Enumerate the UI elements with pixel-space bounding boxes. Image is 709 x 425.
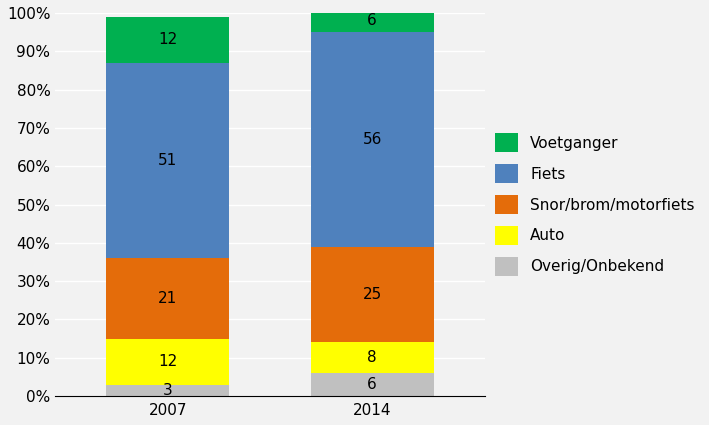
Bar [311,9,434,32]
Text: 25: 25 [362,287,382,302]
Text: 12: 12 [158,354,177,369]
Text: 21: 21 [158,291,177,306]
Text: 12: 12 [158,32,177,47]
Text: 51: 51 [158,153,177,168]
Bar [311,373,434,396]
Bar [106,17,229,63]
Bar [311,246,434,343]
Text: 3: 3 [163,383,172,398]
Bar [106,339,229,385]
Text: 6: 6 [367,377,377,392]
Text: 6: 6 [367,13,377,28]
Text: 8: 8 [367,350,377,366]
Bar [311,343,434,373]
Legend: Voetganger, Fiets, Snor/brom/motorfiets, Auto, Overig/Onbekend: Voetganger, Fiets, Snor/brom/motorfiets,… [489,128,701,282]
Bar [311,32,434,246]
Bar [106,258,229,339]
Bar [106,385,229,396]
Text: 56: 56 [362,132,382,147]
Bar [106,63,229,258]
